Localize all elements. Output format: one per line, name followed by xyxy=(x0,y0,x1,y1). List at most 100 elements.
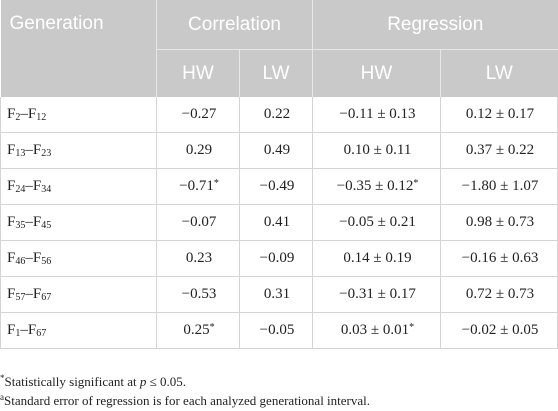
generation-end-sub: 67 xyxy=(41,292,52,303)
correlation-hw-value: −0.53 xyxy=(181,286,217,302)
regression-lw-cell: 0.12 ± 0.17 xyxy=(440,97,558,133)
generation-cell: F2–F12 xyxy=(0,97,157,133)
generation-separator: – xyxy=(25,250,33,266)
generation-end: F xyxy=(27,106,37,122)
correlation-lw-cell: 0.41 xyxy=(239,204,313,241)
regression-hw-cell: −0.31 ± 0.17 xyxy=(312,276,441,313)
table-body: F2–F12 −0.27 0.22 −0.11 ± 0.13 0.12 ± 0.17 F1… xyxy=(0,97,558,349)
table-row: F57–F67 −0.53 0.31 −0.31 ± 0.17 0.72 ± 0.73 xyxy=(0,276,558,313)
generation-start: F xyxy=(7,178,16,194)
generation-start: F xyxy=(7,106,16,122)
regression-hw-cell: 0.10 ± 0.11 xyxy=(312,132,441,169)
generation-start: F xyxy=(7,214,16,230)
regression-hw-cell: −0.35 ± 0.12* xyxy=(312,168,441,205)
correlation-lw-cell: 0.31 xyxy=(239,276,313,313)
table-row: F46–F56 0.23 −0.09 0.14 ± 0.19 −0.16 ± 0.63 xyxy=(0,240,558,277)
generation-separator: – xyxy=(20,106,28,122)
header-row-groups: Generation Correlation Regression xyxy=(0,0,558,97)
footnote-text: Statistically significant at xyxy=(4,374,140,389)
header-correlation: Correlation xyxy=(156,0,313,50)
header-generation: Generation xyxy=(0,0,157,97)
generation-start: F xyxy=(7,250,16,266)
footnote-p-symbol: p xyxy=(139,374,147,389)
correlation-lw-cell: −0.05 xyxy=(239,312,313,349)
footnote-mark: a xyxy=(0,392,4,402)
generation-start: F xyxy=(7,322,16,338)
regression-hw-value: −0.11 ± 0.13 xyxy=(339,106,416,122)
regression-lw-cell: 0.37 ± 0.22 xyxy=(440,132,558,169)
header-regression-lw: LW xyxy=(440,49,558,97)
header-row-subcolumns: HW LW HW LW xyxy=(1,49,558,97)
regression-hw-value: 0.14 ± 0.19 xyxy=(343,250,412,266)
generation-end: F xyxy=(32,214,42,230)
generation-end: F xyxy=(32,142,42,158)
significance-mark: * xyxy=(209,322,215,333)
regression-lw-cell: −0.02 ± 0.05 xyxy=(440,312,558,349)
correlation-lw-cell: −0.09 xyxy=(239,240,313,277)
generation-start-sub: 57 xyxy=(15,292,26,303)
regression-hw-value: −0.35 ± 0.12 xyxy=(336,178,414,194)
regression-lw-cell: 0.72 ± 0.73 xyxy=(440,276,558,313)
generation-end-sub: 45 xyxy=(41,220,52,231)
correlation-lw-cell: 0.22 xyxy=(239,97,313,133)
table-row: F24–F34 −0.71* −0.49 −0.35 ± 0.12* −1.80 ± 1… xyxy=(0,168,558,205)
correlation-hw-cell: 0.25* xyxy=(156,312,240,349)
correlation-hw-cell: −0.53 xyxy=(156,276,240,313)
generation-start: F xyxy=(7,142,16,158)
correlation-hw-value: −0.71 xyxy=(179,178,214,194)
significance-mark: * xyxy=(413,178,419,189)
generation-start: F xyxy=(7,286,16,302)
generation-start-sub: 46 xyxy=(15,256,26,267)
footnote-standard-error: aStandard error of regression is for eac… xyxy=(0,391,370,410)
regression-hw-value: 0.03 ± 0.01 xyxy=(340,322,410,338)
table-row: F2–F12 −0.27 0.22 −0.11 ± 0.13 0.12 ± 0.17 xyxy=(0,97,558,133)
header-correlation-lw: LW xyxy=(239,49,313,97)
significance-mark: * xyxy=(409,322,415,333)
footnote-mark: * xyxy=(0,373,5,383)
correlation-hw-cell: 0.29 xyxy=(156,132,240,169)
generation-start-sub: 13 xyxy=(15,148,26,159)
footnote-text: Standard error of regression is for each… xyxy=(4,393,371,408)
generation-end: F xyxy=(32,250,42,266)
generation-cell: F1–F67 xyxy=(0,312,157,349)
table-row: F1–F67 0.25* −0.05 0.03 ± 0.01* −0.02 ± 0.05 xyxy=(0,312,558,349)
correlation-hw-value: −0.07 xyxy=(181,214,217,230)
generation-start-sub: 24 xyxy=(15,184,26,195)
generation-separator: – xyxy=(25,142,33,158)
generation-end-sub: 67 xyxy=(36,328,47,339)
results-table: Generation Correlation Regression HW LW … xyxy=(0,0,558,349)
significance-mark: * xyxy=(213,178,219,189)
table-row: F13–F23 0.29 0.49 0.10 ± 0.11 0.37 ± 0.22 xyxy=(0,132,558,169)
correlation-hw-value: 0.25 xyxy=(183,322,210,338)
correlation-lw-cell: 0.49 xyxy=(239,132,313,169)
generation-start-sub: 2 xyxy=(15,112,21,123)
generation-separator: – xyxy=(25,214,33,230)
correlation-hw-cell: −0.07 xyxy=(156,204,240,241)
generation-end: F xyxy=(27,322,37,338)
generation-cell: F24–F34 xyxy=(0,168,157,205)
correlation-hw-value: 0.29 xyxy=(185,142,213,158)
regression-lw-cell: −0.16 ± 0.63 xyxy=(440,240,558,277)
correlation-hw-cell: −0.27 xyxy=(156,97,240,133)
generation-cell: F13–F23 xyxy=(0,132,157,169)
generation-end-sub: 34 xyxy=(41,184,52,195)
generation-separator: – xyxy=(25,178,33,194)
regression-lw-cell: 0.98 ± 0.73 xyxy=(440,204,558,241)
regression-hw-cell: −0.05 ± 0.21 xyxy=(312,204,441,241)
regression-hw-value: −0.05 ± 0.21 xyxy=(339,214,416,230)
regression-hw-cell: −0.11 ± 0.13 xyxy=(312,97,441,133)
correlation-hw-cell: 0.23 xyxy=(156,240,240,277)
footnote-text: ≤ 0.05. xyxy=(146,374,187,389)
regression-hw-cell: 0.14 ± 0.19 xyxy=(312,240,441,277)
regression-hw-value: 0.10 ± 0.11 xyxy=(343,142,412,158)
generation-separator: – xyxy=(20,322,28,338)
table-row: F35–F45 −0.07 0.41 −0.05 ± 0.21 0.98 ± 0.73 xyxy=(0,204,558,241)
footnotes: *Statistically significant at p ≤ 0.05. … xyxy=(0,372,370,410)
generation-end-sub: 12 xyxy=(36,112,47,123)
generation-end: F xyxy=(32,286,42,302)
header-regression: Regression xyxy=(312,0,558,50)
correlation-hw-value: −0.27 xyxy=(181,106,217,122)
footnote-significance: *Statistically significant at p ≤ 0.05. xyxy=(0,372,370,391)
regression-hw-cell: 0.03 ± 0.01* xyxy=(312,312,441,349)
generation-end-sub: 56 xyxy=(41,256,52,267)
